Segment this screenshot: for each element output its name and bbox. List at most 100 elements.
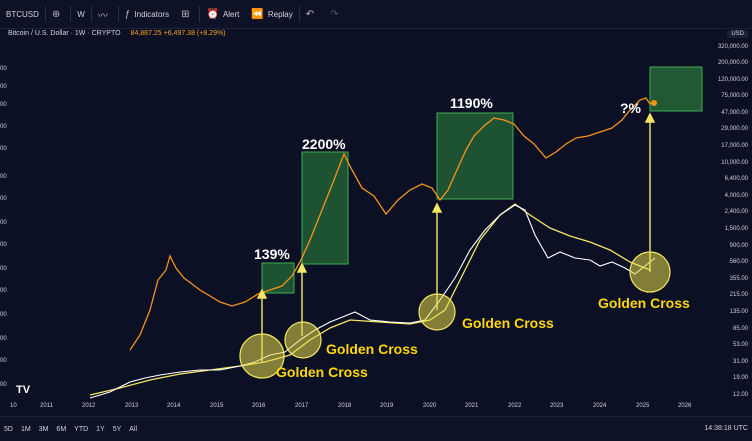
range-ytd[interactable]: YTD (74, 425, 89, 433)
left-tick: 00 (0, 312, 7, 318)
left-tick: 00 (0, 266, 7, 272)
year-label: 2026 (678, 403, 692, 409)
left-tick: 00 (0, 66, 7, 72)
axis-label: 200,000.00 (717, 60, 748, 66)
symbol-selector[interactable]: BTCUSD (6, 9, 39, 19)
redo-icon: ↷ (330, 8, 339, 20)
arrowhead-2025 (644, 112, 656, 123)
ma-yellow-line (89, 203, 651, 396)
axis-label: 135.00 (729, 309, 748, 315)
annotation-1190-percent: 1190% (450, 95, 493, 111)
golden-cross-label-1: Golden Cross (276, 364, 368, 380)
axis-label: 120,000.00 (717, 77, 748, 83)
highlight-box-2025 (649, 66, 703, 112)
range-1m[interactable]: 1M (20, 425, 31, 433)
range-5y[interactable]: 5Y (112, 425, 122, 433)
axis-label: 215.00 (729, 292, 748, 298)
year-label: 10 (10, 403, 17, 409)
axis-label: 29,000.00 (721, 126, 748, 132)
gc-circle-3 (418, 293, 456, 331)
redo-button[interactable]: ↷ (324, 0, 348, 28)
legend-price: 84,887.25 +6,497.38 (+8.29%) (130, 30, 226, 37)
layouts-button[interactable]: ⊞ (175, 0, 199, 28)
left-tick: 00 (0, 382, 7, 388)
range-all[interactable]: All (129, 425, 138, 433)
axis-label: 10,000.00 (721, 160, 748, 166)
axis-label: 17,000.00 (721, 143, 748, 149)
axis-label: 560.00 (729, 259, 748, 265)
legend-title: Bitcoin / U.S. Dollar · 1W · CRYPTO (8, 30, 121, 37)
current-price-dot (651, 100, 657, 106)
range-5d[interactable]: 5D (4, 425, 13, 433)
highlight-box-2017 (301, 151, 349, 265)
line-chart-icon: 〰 (97, 10, 108, 22)
undo-button[interactable]: ↶ (300, 0, 324, 28)
alert-button[interactable]: ⏰ Alert (206, 8, 240, 20)
divider (199, 6, 201, 22)
axis-label: 53.00 (732, 342, 748, 348)
golden-cross-label-4: Golden Cross (598, 295, 690, 311)
annotation-question-percent: ?% (620, 100, 641, 116)
golden-cross-circles (239, 251, 671, 379)
year-label: 2023 (550, 403, 564, 409)
indicators-button[interactable]: ƒ Indicators (124, 8, 170, 20)
axis-label: 85.00 (732, 326, 748, 332)
year-label: 2013 (125, 403, 139, 409)
left-tick: 00 (0, 124, 7, 130)
left-tick: 00 (0, 288, 7, 294)
axis-label: 2,400.00 (724, 209, 748, 215)
gc-circle-1 (239, 333, 285, 379)
divider (44, 6, 46, 22)
left-tick: 00 (0, 102, 7, 108)
green-boxes (261, 66, 703, 294)
axis-label: 1,500.00 (724, 226, 748, 232)
year-label: 2016 (252, 403, 266, 409)
divider (117, 6, 119, 22)
axis-label: 6,400.00 (724, 176, 748, 182)
left-tick: 00 (0, 174, 7, 180)
axis-label: 355.00 (729, 276, 748, 282)
golden-cross-label-2: Golden Cross (326, 341, 418, 357)
left-tick: 00 (0, 196, 7, 202)
top-toolbar: BTCUSD ⊕ W 〰 ƒ Indicators ⊞ ⏰ Alert ⏪ Repla… (0, 0, 752, 29)
arrowhead-2020 (431, 202, 443, 213)
year-label: 2015 (210, 403, 224, 409)
price-chart[interactable] (0, 40, 704, 402)
gc-circle-4 (629, 251, 671, 293)
range-3m[interactable]: 3M (38, 425, 49, 433)
left-tick: 00 (0, 336, 7, 342)
interval-button[interactable]: W (77, 9, 85, 19)
add-symbol-button[interactable]: ⊕ (46, 0, 70, 28)
year-label: 2020 (423, 403, 437, 409)
undo-icon: ↶ (305, 8, 315, 20)
axis-label: 900.00 (729, 243, 748, 249)
utc-clock[interactable]: 14:38:18 UTC (704, 425, 748, 432)
price-axis[interactable]: 320,000.00 200,000.00 120,000.00 75,000.… (704, 40, 752, 410)
replay-icon: ⏪ (251, 8, 264, 20)
annotation-139-percent: 139% (254, 246, 290, 262)
golden-cross-label-3: Golden Cross (462, 315, 554, 331)
axis-label: 320,000.00 (717, 44, 748, 50)
alarm-icon: ⏰ (206, 8, 219, 20)
arrowhead-2016 (256, 288, 268, 299)
divider (90, 6, 92, 22)
replay-button[interactable]: ⏪ Replay (251, 8, 293, 20)
range-6m[interactable]: 6M (56, 425, 67, 433)
range-1y[interactable]: 1Y (96, 425, 105, 433)
chart-type-button[interactable]: 〰 (92, 0, 118, 28)
year-label: 2017 (295, 403, 309, 409)
left-tick: 00 (0, 358, 7, 364)
axis-label: 19.00 (732, 375, 748, 381)
axis-label: 4,000.00 (724, 193, 748, 199)
bottom-bar: 5D 1M 3M 6M YTD 1Y 5Y All 14:38:18 UTC (0, 416, 752, 441)
divider (70, 6, 72, 22)
ma-white-line (89, 204, 656, 399)
chart-legend: Bitcoin / U.S. Dollar · 1W · CRYPTO 84,8… (8, 30, 226, 37)
arrowhead-2017 (296, 262, 308, 273)
axis-label: 12.00 (732, 392, 748, 398)
year-label: 2019 (380, 403, 394, 409)
year-label: 2012 (82, 403, 96, 409)
year-label: 2014 (167, 403, 181, 409)
currency-badge[interactable]: USD (727, 30, 748, 38)
indicators-icon: ƒ (124, 8, 131, 20)
